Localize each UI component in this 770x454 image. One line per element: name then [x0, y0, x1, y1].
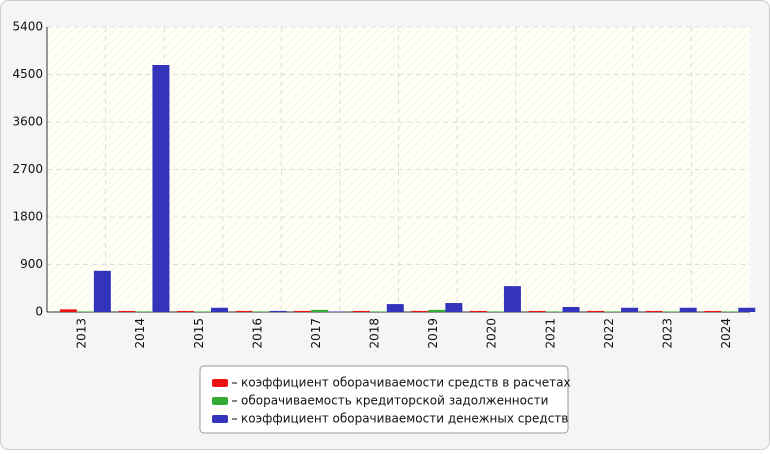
x-tick-label: 2017: [309, 318, 323, 349]
y-tick-label: 900: [20, 257, 43, 271]
bar: [428, 309, 446, 312]
bar: [469, 310, 487, 312]
bar: [269, 310, 287, 312]
y-tick-label: 2700: [12, 162, 43, 176]
bar: [118, 310, 136, 312]
bar: [152, 65, 170, 312]
bar: [59, 309, 77, 312]
bar: [369, 311, 387, 312]
bar: [311, 309, 329, 312]
x-tick-label: 2015: [192, 318, 206, 349]
bar: [352, 310, 370, 312]
bar: [604, 311, 622, 312]
bar: [587, 310, 605, 312]
legend-swatch: [212, 415, 228, 423]
bar: [211, 307, 229, 312]
bar: [386, 304, 404, 312]
legend-label: коэффициент оборачиваемости денежных сре…: [241, 412, 568, 426]
x-tick-label: 2014: [133, 318, 147, 349]
x-tick-label: 2013: [75, 318, 89, 349]
bar: [486, 311, 504, 312]
bar: [445, 303, 463, 312]
bar: [679, 307, 697, 312]
bar: [177, 310, 195, 312]
bar: [662, 311, 680, 312]
y-tick-label: 3600: [12, 115, 43, 129]
x-tick-label: 2016: [250, 318, 264, 349]
bar: [562, 306, 580, 312]
bar: [252, 311, 270, 312]
y-tick-label: 5400: [12, 20, 43, 34]
bar: [135, 311, 153, 312]
bar: [328, 311, 346, 312]
x-tick-label: 2021: [543, 318, 557, 349]
y-tick-label: 1800: [12, 210, 43, 224]
bar: [294, 310, 312, 312]
bar: [738, 307, 756, 312]
bar: [235, 310, 253, 312]
bar: [411, 310, 429, 312]
bar: [704, 310, 722, 312]
bar: [545, 311, 563, 312]
x-tick-label: 2024: [719, 318, 733, 349]
y-tick-label: 4500: [12, 67, 43, 81]
bar: [503, 286, 521, 312]
x-tick-label: 2023: [660, 318, 674, 349]
bar: [721, 311, 739, 312]
legend-label: коэффициент оборачиваемости средств в ра…: [241, 376, 571, 390]
bar: [194, 311, 212, 312]
x-tick-label: 2022: [602, 318, 616, 349]
legend: [199, 365, 569, 434]
x-tick-label: 2019: [426, 318, 440, 349]
bar: [76, 311, 94, 312]
legend-swatch: [212, 397, 228, 405]
bar: [645, 310, 663, 312]
x-tick-label: 2020: [485, 318, 499, 349]
legend-label: оборачиваемость кредиторской задолженнос…: [241, 394, 548, 408]
bar: [93, 270, 111, 312]
bar: [528, 310, 546, 312]
bar: [621, 307, 639, 312]
y-tick-label: 0: [35, 305, 43, 319]
x-tick-label: 2018: [368, 318, 382, 349]
legend-swatch: [212, 379, 228, 387]
